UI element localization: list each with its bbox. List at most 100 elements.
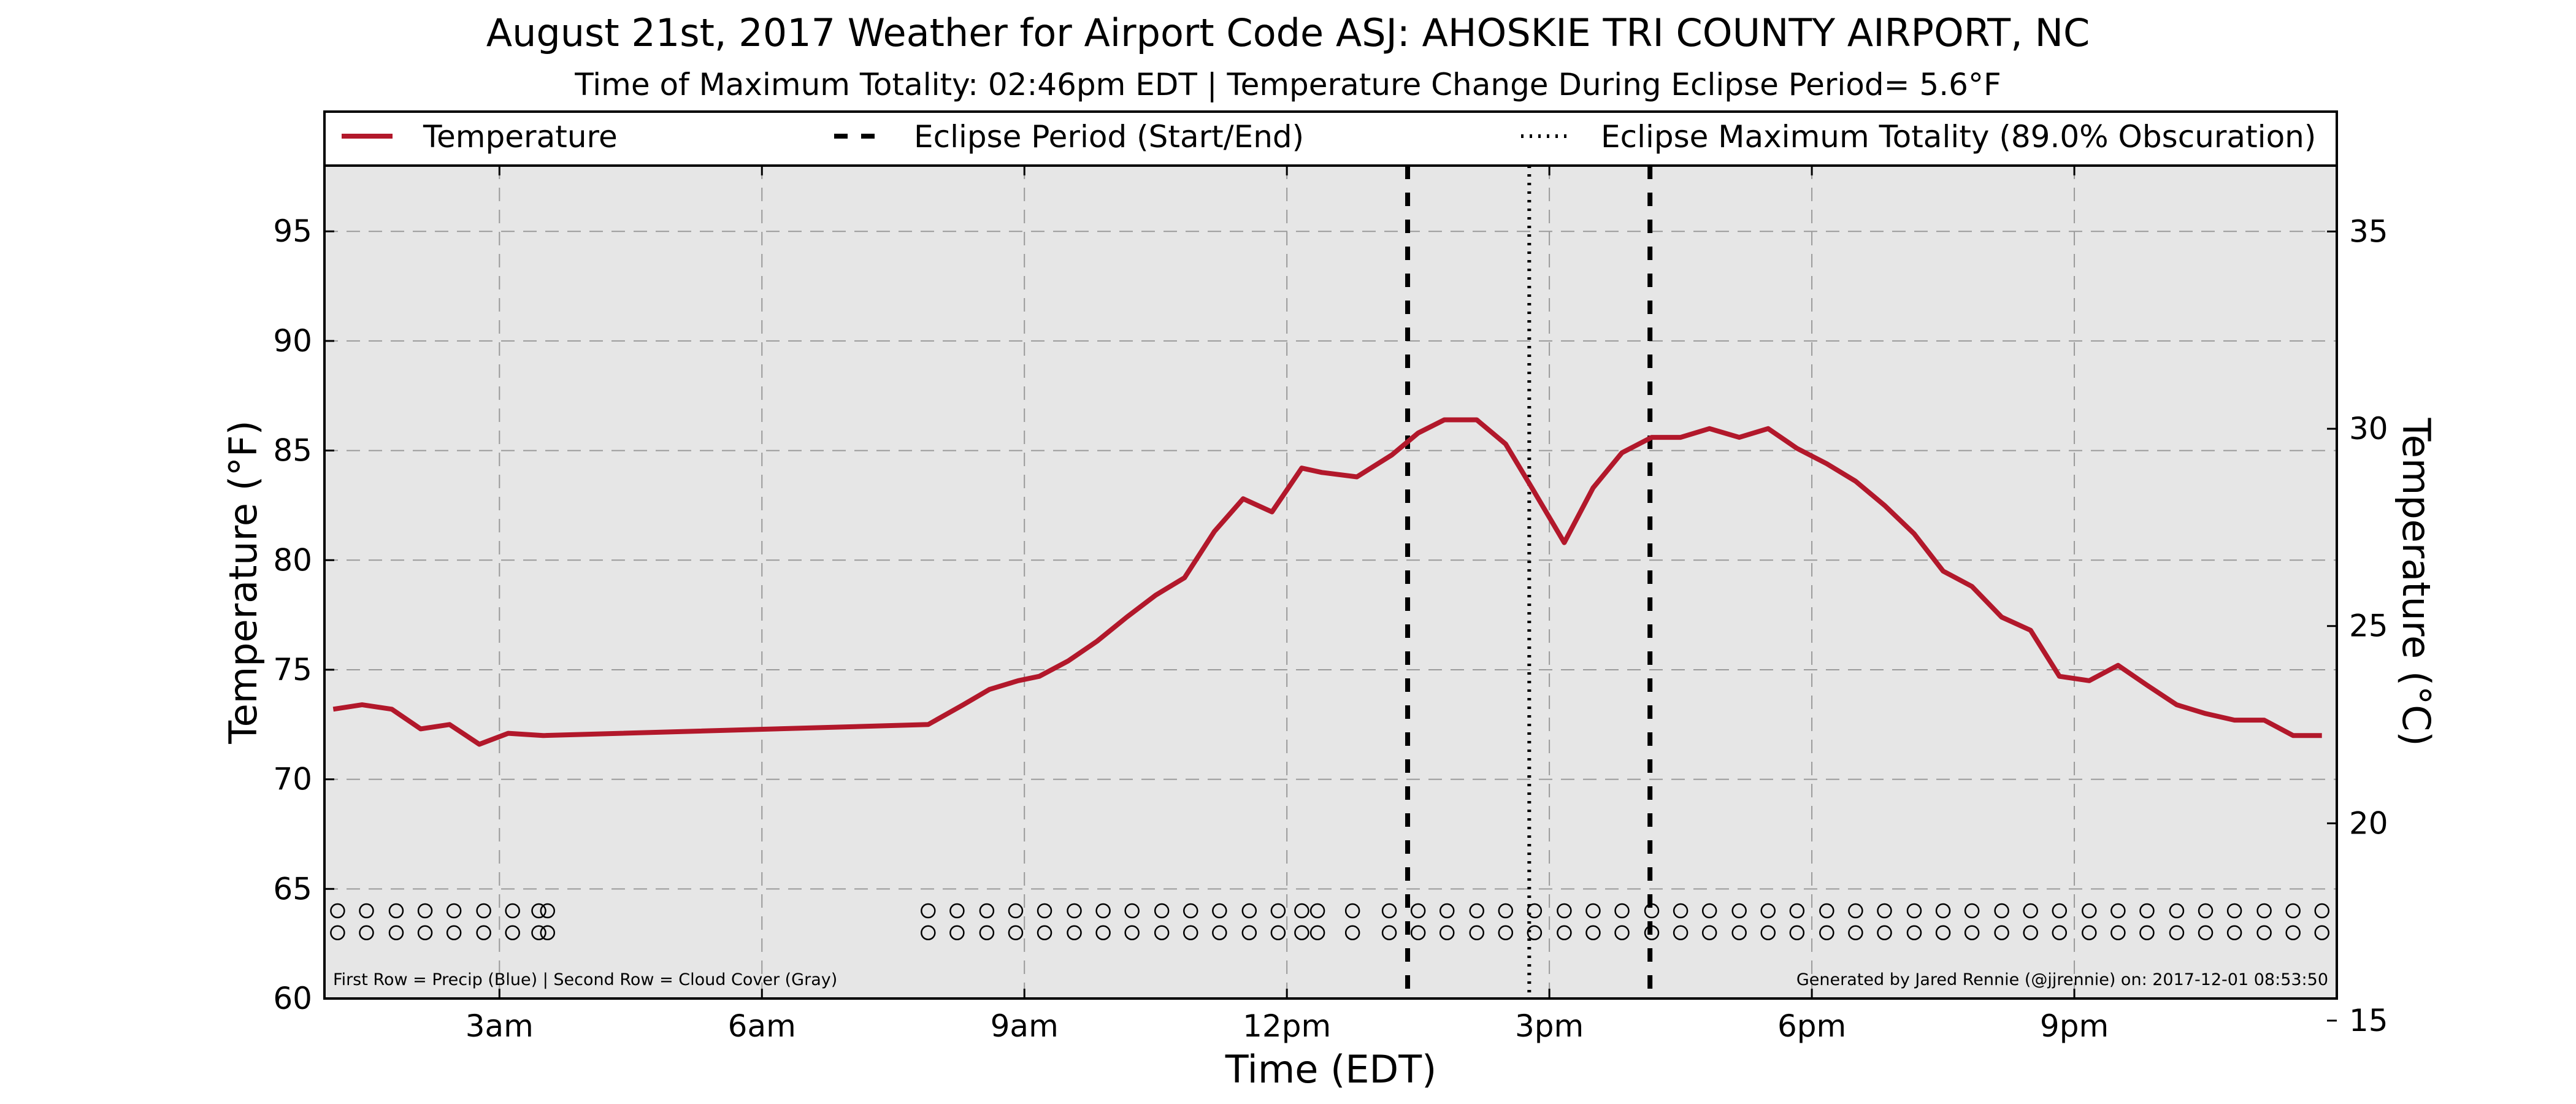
precip-marker — [2285, 903, 2301, 919]
precip-marker — [2256, 903, 2272, 919]
precip-marker — [540, 903, 556, 919]
precip-marker — [1212, 903, 1227, 919]
precip-marker — [417, 903, 433, 919]
precip-marker — [1964, 903, 1980, 919]
precip-marker — [1994, 903, 2009, 919]
precip-marker — [531, 903, 546, 919]
precip-marker — [1760, 903, 1776, 919]
cloud-cover-marker — [1294, 925, 1309, 941]
cloud-cover-marker — [2314, 925, 2329, 941]
precip-marker — [2110, 903, 2126, 919]
cloud-cover-marker — [949, 925, 965, 941]
precip-marker — [1701, 903, 1717, 919]
precip-marker — [2052, 903, 2068, 919]
cloud-cover-marker — [446, 925, 462, 941]
cloud-cover-marker — [2082, 925, 2097, 941]
cloud-cover-marker — [505, 925, 520, 941]
footnote-left: First Row = Precip (Blue) | Second Row =… — [333, 970, 837, 989]
cloud-cover-marker — [1037, 925, 1052, 941]
plot-frame — [323, 164, 2338, 1000]
precip-marker — [1877, 903, 1892, 919]
precip-marker — [1498, 903, 1514, 919]
cloud-cover-marker — [1906, 925, 1922, 941]
cloud-cover-marker — [2285, 925, 2301, 941]
precip-marker — [2082, 903, 2097, 919]
y-axis-label-left: Temperature (°F) — [221, 420, 266, 744]
legend-label-temperature: Temperature — [423, 119, 618, 155]
precip-marker — [1008, 903, 1024, 919]
cloud-cover-marker — [1731, 925, 1747, 941]
precip-marker — [1381, 903, 1397, 919]
precip-marker — [388, 903, 404, 919]
cloud-cover-marker — [1124, 925, 1140, 941]
precip-marker — [949, 903, 965, 919]
cloud-cover-marker — [1344, 925, 1360, 941]
cloud-cover-marker — [2139, 925, 2155, 941]
cloud-cover-marker — [1964, 925, 1980, 941]
series-line-temperature — [332, 417, 2322, 747]
cloud-cover-marker — [1935, 925, 1951, 941]
precip-marker — [446, 903, 462, 919]
y-tick-label-left: 65 — [273, 871, 312, 907]
y-tick-label-left: 70 — [273, 762, 312, 797]
precip-marker — [1124, 903, 1140, 919]
legend-box — [323, 110, 2338, 167]
precip-marker — [1585, 903, 1601, 919]
precip-marker — [921, 903, 936, 919]
chart-title: August 21st, 2017 Weather for Airport Co… — [486, 10, 2090, 55]
cloud-cover-marker — [1309, 925, 1325, 941]
precip-marker — [2226, 903, 2242, 919]
cloud-cover-marker — [1789, 925, 1805, 941]
precip-marker — [1309, 903, 1325, 919]
x-tick-label: 3pm — [1515, 1008, 1584, 1044]
eclipse-lines — [1405, 166, 1653, 999]
x-tick-label: 6am — [728, 1008, 796, 1044]
axes: 3am 6am 9am 12pm 3pm 6pm 9pm 60 65 70 75 80 85 90 95 15… — [273, 166, 2388, 1044]
y-tick-label-right: 30 — [2349, 411, 2388, 447]
cloud-cover-marker — [2256, 925, 2272, 941]
precip-marker — [1848, 903, 1863, 919]
cloud-cover-marker — [1614, 925, 1630, 941]
precip-marker — [1410, 903, 1426, 919]
cloud-cover-marker — [1498, 925, 1514, 941]
cloud-cover-marker — [2226, 925, 2242, 941]
cloud-cover-marker — [1008, 925, 1024, 941]
legend-label-eclipse-max: Eclipse Maximum Totality (89.0% Obscurat… — [1601, 119, 2316, 155]
cloud-cover-marker — [1848, 925, 1863, 941]
cloud-cover-marker — [1410, 925, 1426, 941]
precip-marker — [505, 903, 520, 919]
cloud-cover-marker — [1877, 925, 1892, 941]
precip-marker — [1469, 903, 1484, 919]
x-axis-label: Time (EDT) — [1225, 1047, 1437, 1092]
precip-marker — [1731, 903, 1747, 919]
y-tick-label-right: 20 — [2349, 805, 2388, 841]
y-tick-label-left: 90 — [273, 323, 312, 359]
precip-marker — [359, 903, 374, 919]
cloud-cover-marker — [1067, 925, 1082, 941]
precip-marker — [1557, 903, 1572, 919]
precip-marker — [1095, 903, 1111, 919]
y-tick-label-right: 25 — [2349, 608, 2388, 644]
cloud-cover-marker — [2110, 925, 2126, 941]
cloud-cover-marker — [1527, 925, 1543, 941]
cloud-cover-marker — [1557, 925, 1572, 941]
x-tick-label: 3am — [466, 1008, 534, 1044]
x-tick-label: 12pm — [1243, 1008, 1331, 1044]
legend-label-eclipse-period: Eclipse Period (Start/End) — [914, 119, 1304, 155]
x-tick-label: 9am — [991, 1008, 1059, 1044]
precip-marker — [1789, 903, 1805, 919]
x-tick-label: 9pm — [2040, 1008, 2109, 1044]
cloud-cover-marker — [1241, 925, 1257, 941]
precip-marker — [476, 903, 491, 919]
precip-marker — [2023, 903, 2038, 919]
precip-marker — [1067, 903, 1082, 919]
precip-marker — [1527, 903, 1543, 919]
y-tick-label-right: 15 — [2349, 1003, 2388, 1038]
cloud-cover-marker — [476, 925, 491, 941]
cloud-cover-marker — [359, 925, 374, 941]
cloud-cover-marker — [1381, 925, 1397, 941]
plot-area — [324, 166, 2337, 999]
precip-marker — [2198, 903, 2214, 919]
cloud-cover-marker — [1760, 925, 1776, 941]
